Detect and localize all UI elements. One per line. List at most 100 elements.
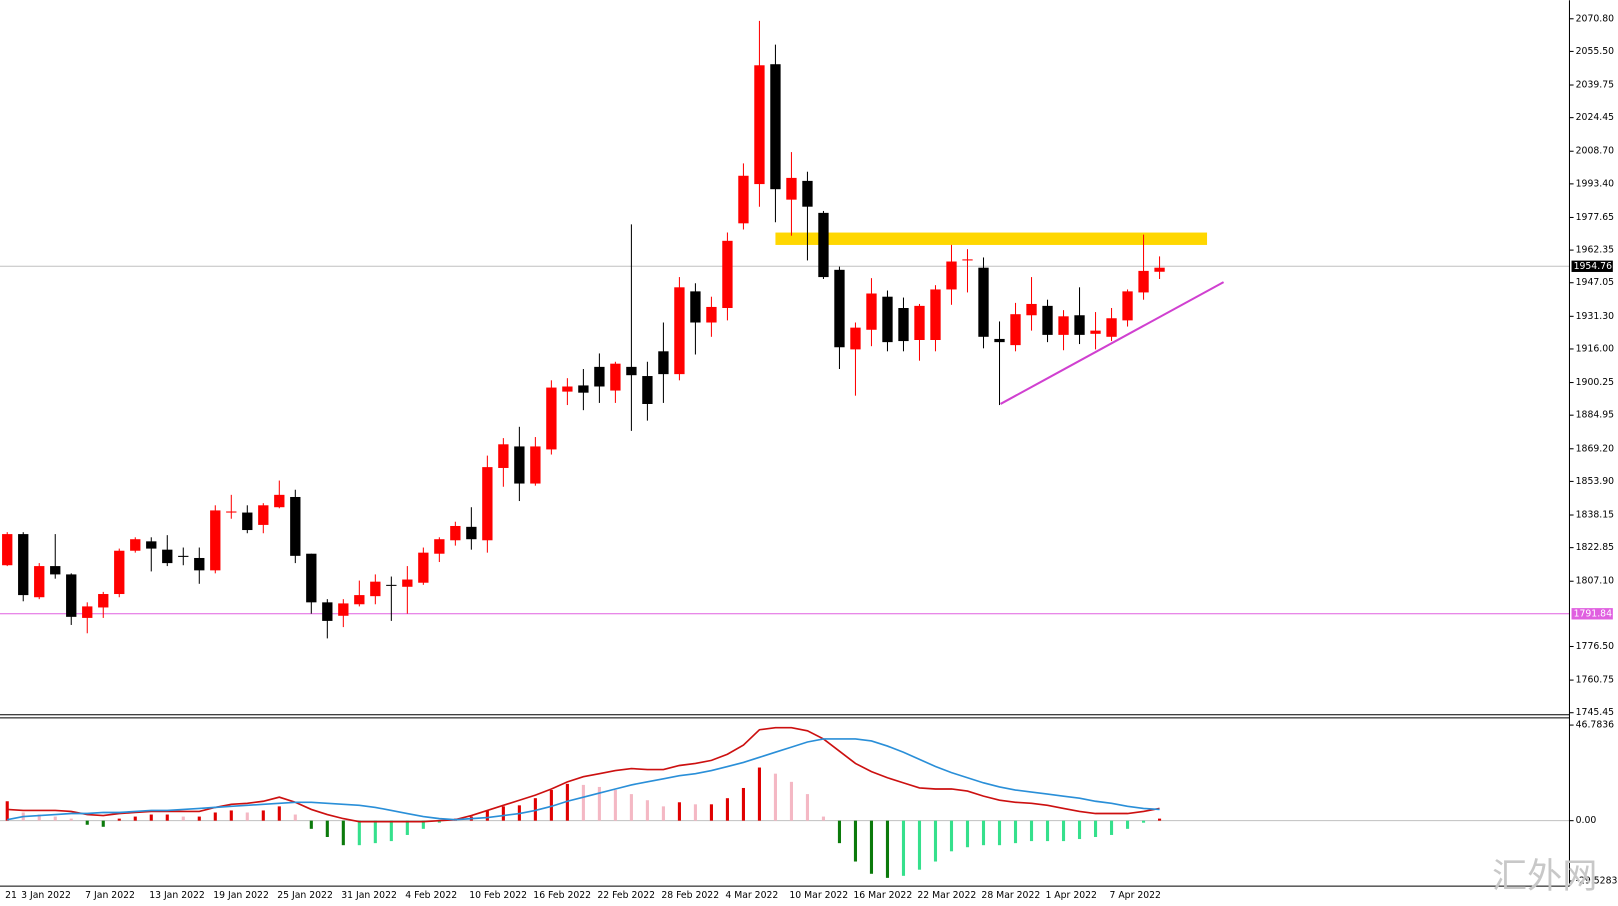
x-tick-label: 4 Feb 2022	[405, 890, 457, 901]
histogram-bar	[581, 784, 585, 821]
y-tick-label: 1884.95	[1576, 410, 1614, 421]
candle-body	[1010, 314, 1021, 346]
y-tick-label: 1822.85	[1576, 542, 1614, 553]
histogram-bar	[485, 810, 489, 821]
candle-body	[962, 259, 973, 261]
histogram-bar	[677, 802, 681, 821]
histogram-bar	[549, 790, 553, 821]
candle-body	[690, 291, 701, 323]
histogram-bar	[917, 820, 922, 870]
histogram-bar	[997, 820, 1002, 846]
candle-body	[674, 287, 685, 375]
y-tick-label: 1931.30	[1576, 311, 1614, 322]
candle-body	[850, 327, 861, 350]
histogram-bar	[213, 812, 217, 821]
candle-body	[946, 261, 957, 290]
histogram-bar	[389, 820, 393, 842]
x-tick-label: 25 Jan 2022	[277, 890, 333, 901]
histogram-bar	[5, 801, 9, 821]
histogram-bar	[741, 787, 745, 821]
histogram-bar	[805, 794, 809, 821]
candle-body	[386, 584, 397, 586]
x-tick-label: 28 Mar 2022	[981, 890, 1040, 901]
histogram-bar	[869, 820, 874, 874]
histogram-bar	[1013, 820, 1018, 844]
histogram-bar	[53, 816, 57, 821]
histogram-bar	[69, 818, 73, 821]
x-tick-label: 19 Jan 2022	[213, 890, 269, 901]
candle-body	[178, 555, 189, 557]
histogram-bar	[981, 820, 986, 846]
histogram-bar	[1077, 820, 1082, 840]
histogram-bar	[197, 816, 201, 821]
histogram-bar	[933, 820, 938, 862]
y-tick-label: 46.7836	[1576, 720, 1614, 731]
candle-body	[658, 351, 669, 375]
x-tick-label: 16 Feb 2022	[533, 890, 591, 901]
histogram-bar	[229, 810, 233, 821]
histogram-bar	[357, 820, 361, 846]
histogram-bar	[725, 798, 729, 821]
candle-body	[402, 579, 413, 587]
candle-body	[594, 366, 605, 387]
histogram-bar	[261, 810, 265, 821]
candle-body	[226, 511, 237, 513]
candle-body	[642, 376, 653, 404]
histogram-bar	[693, 804, 697, 821]
candle-body	[18, 534, 29, 596]
marks: 2070.80 2055.50 2039.75 2024.45 2008.70 1993.…	[0, 13, 1617, 901]
candle-body	[2, 534, 13, 566]
histogram-bar	[1141, 820, 1146, 823]
candle-body	[898, 308, 909, 342]
histogram-bar	[37, 814, 41, 821]
histogram-bar	[613, 790, 617, 821]
histogram-bar	[117, 818, 121, 821]
x-tick-label: 22 Mar 2022	[917, 890, 976, 901]
y-tick-label: 2055.50	[1576, 46, 1614, 57]
y-tick-label: -29.5283	[1576, 875, 1618, 886]
candle-body	[754, 65, 765, 185]
y-tick-label: 1838.15	[1576, 510, 1614, 521]
histogram-bar	[1029, 820, 1034, 842]
x-tick-label: 13 Jan 2022	[149, 890, 205, 901]
histogram-bar	[277, 806, 281, 821]
candle-body	[770, 64, 781, 190]
indicator-line	[7, 738, 1160, 821]
price-level-box	[1571, 260, 1613, 272]
candle-body	[882, 296, 893, 343]
histogram-bar	[1109, 820, 1114, 835]
candle-body	[818, 212, 829, 278]
candle-body	[866, 293, 877, 330]
histogram-bar	[501, 806, 505, 821]
histogram-bar	[101, 820, 105, 827]
candle-body	[626, 366, 637, 376]
histogram-bar	[133, 816, 137, 821]
x-tick-label: 7 Apr 2022	[1109, 890, 1160, 901]
candle-body	[162, 549, 173, 564]
candle-body	[1042, 305, 1053, 335]
candle-body	[1154, 267, 1165, 272]
y-tick-label: 1977.65	[1576, 212, 1614, 223]
candle-body	[706, 306, 717, 323]
histogram-bar	[1093, 820, 1098, 838]
candle-body	[978, 267, 989, 337]
candle-body	[1074, 315, 1085, 335]
candle-body	[34, 566, 45, 598]
histogram-bar	[373, 820, 377, 844]
indicator-line	[7, 726, 1160, 823]
y-tick-label: 2024.45	[1576, 112, 1614, 123]
y-tick-label: 1993.40	[1576, 178, 1614, 189]
x-tick-label: 31 Jan 2022	[341, 890, 397, 901]
histogram-bar	[661, 806, 665, 821]
histogram-bar	[181, 816, 185, 821]
histogram-bar	[837, 820, 842, 844]
histogram-bar	[293, 814, 297, 821]
candle-body	[82, 606, 93, 618]
x-tick-label: 21	[5, 890, 17, 901]
candle-body	[1058, 316, 1069, 335]
y-tick-label: 1745.45	[1576, 707, 1614, 718]
candle-body	[738, 175, 749, 224]
x-tick-label: 10 Feb 2022	[469, 890, 527, 901]
